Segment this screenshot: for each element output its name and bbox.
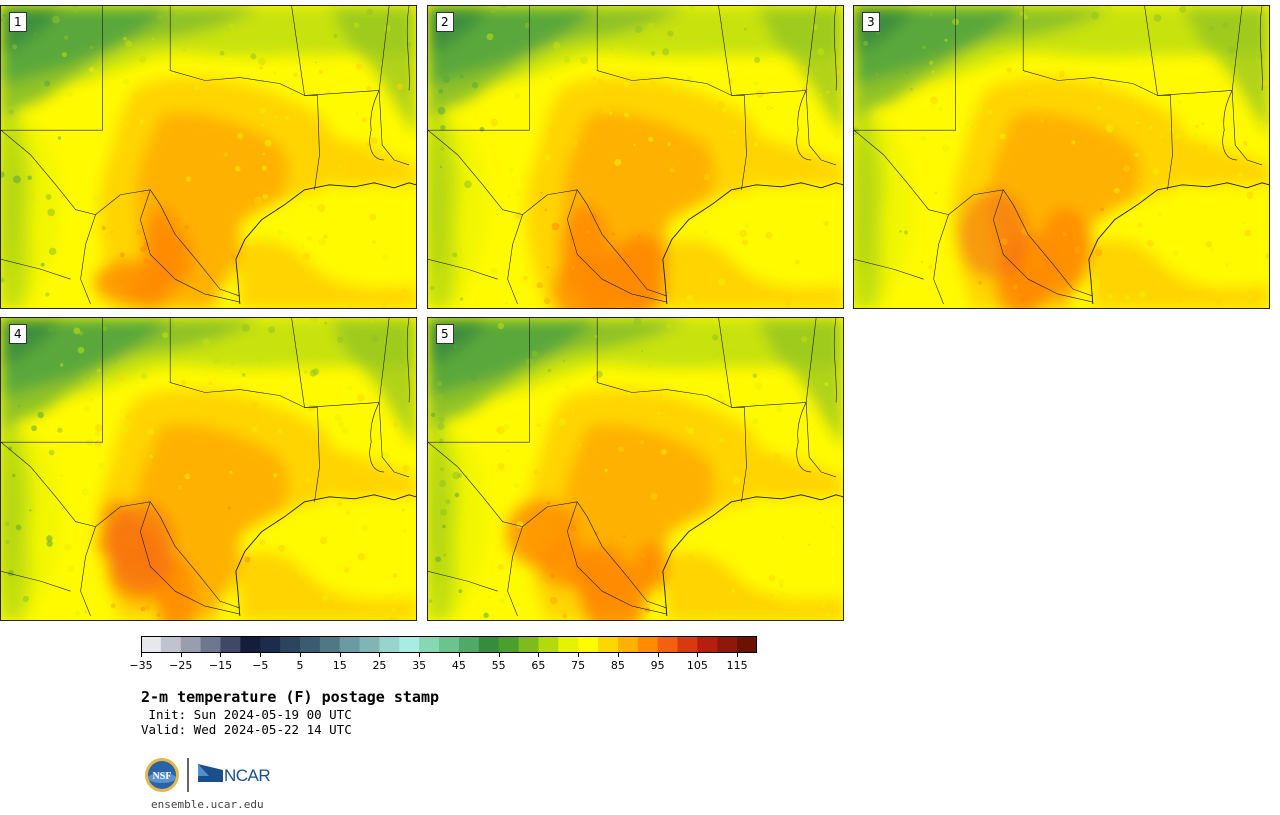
ensemble-member-panel-5: 5 xyxy=(427,317,844,621)
temperature-map-3 xyxy=(854,6,1269,308)
temperature-map-2 xyxy=(428,6,843,308)
member-number-label: 5 xyxy=(436,324,454,344)
state-borders xyxy=(1,318,416,617)
colorbar-bin xyxy=(518,636,540,653)
state-borders xyxy=(854,6,1269,305)
init-time: Init: Sun 2024-05-19 00 UTC xyxy=(141,707,352,722)
colorbar-tick-label: 65 xyxy=(531,659,546,672)
colorbar-tick-label: 5 xyxy=(296,659,304,672)
colorbar-tick-mark xyxy=(458,652,460,657)
colorbar-tick-label: 105 xyxy=(686,659,708,672)
temperature-colorbar xyxy=(141,636,757,653)
colorbar-bin xyxy=(598,636,619,653)
colorbar-bin xyxy=(141,636,162,653)
valid-time: Valid: Wed 2024-05-22 14 UTC xyxy=(141,722,352,737)
colorbar-tick-label: −35 xyxy=(129,659,153,672)
colorbar-tick-mark xyxy=(498,652,500,657)
colorbar-bin xyxy=(578,636,599,653)
member-number-label: 4 xyxy=(9,324,27,344)
colorbar-tick-mark xyxy=(180,652,182,657)
colorbar-bin xyxy=(657,636,679,653)
colorbar-tick-label: 55 xyxy=(491,659,506,672)
colorbar-bin xyxy=(180,636,202,653)
state-borders xyxy=(428,6,843,305)
colorbar-tick-mark xyxy=(379,652,381,657)
colorbar-tick-label: 25 xyxy=(372,659,387,672)
colorbar-bin xyxy=(160,636,182,653)
colorbar-bin xyxy=(339,636,361,653)
colorbar-tick-mark xyxy=(538,652,540,657)
colorbar-tick-label: 75 xyxy=(571,659,586,672)
colorbar-bin xyxy=(717,636,738,653)
colorbar-bin xyxy=(220,636,241,653)
colorbar-tick-label: 85 xyxy=(610,659,625,672)
colorbar-bin xyxy=(498,636,520,653)
colorbar-bin xyxy=(399,636,420,653)
colorbar-bin xyxy=(319,636,341,653)
member-number-label: 3 xyxy=(862,12,880,32)
colorbar-bin xyxy=(677,636,698,653)
state-borders xyxy=(1,6,416,305)
member-number-label: 1 xyxy=(9,12,27,32)
colorbar-bin xyxy=(299,636,321,653)
colorbar-tick-label: −5 xyxy=(252,659,269,672)
ensemble-member-panel-3: 3 xyxy=(853,5,1270,309)
colorbar-bin xyxy=(637,636,659,653)
colorbar-bin xyxy=(200,636,222,653)
colorbar-frame xyxy=(141,636,757,653)
colorbar-tick-mark xyxy=(578,652,580,657)
colorbar-tick-mark xyxy=(220,652,222,657)
ncar-logo-text: NCAR xyxy=(224,766,271,785)
ensemble-member-panel-1: 1 xyxy=(0,5,417,309)
colorbar-bin xyxy=(419,636,440,653)
temperature-map-5 xyxy=(428,318,843,620)
colorbar-bin xyxy=(458,636,480,653)
chart-title: 2-m temperature (F) postage stamp xyxy=(141,688,440,706)
colorbar-tick-mark xyxy=(141,652,142,657)
ensemble-member-panel-2: 2 xyxy=(427,5,844,309)
colorbar-tick-mark xyxy=(299,652,301,657)
colorbar-bin xyxy=(558,636,579,653)
colorbar-tick-labels: −35 −25 −15 −5 5 15 25 35 45 55 65 75 85 95 105 115 xyxy=(121,652,781,672)
nsf-logo-text: NSF xyxy=(153,771,172,782)
ensemble-member-panel-4: 4 xyxy=(0,317,417,621)
member-number-label: 2 xyxy=(436,12,454,32)
colorbar-tick-label: −25 xyxy=(169,659,193,672)
colorbar-tick-mark xyxy=(419,652,421,657)
colorbar-bin xyxy=(439,636,460,653)
colorbar-bin xyxy=(379,636,400,653)
colorbar-bin xyxy=(478,636,500,653)
colorbar-bin xyxy=(359,636,381,653)
colorbar-bin xyxy=(240,636,261,653)
colorbar-tick-mark xyxy=(657,652,659,657)
state-borders xyxy=(428,318,843,617)
colorbar-tick-mark xyxy=(260,652,262,657)
colorbar-bin xyxy=(260,636,281,653)
footer-url: ensemble.ucar.edu xyxy=(151,798,264,811)
colorbar-tick-mark xyxy=(737,652,739,657)
colorbar-tick-label: 115 xyxy=(726,659,748,672)
colorbar-bin xyxy=(280,636,301,653)
temperature-map-4 xyxy=(1,318,416,620)
colorbar-tick-label: 35 xyxy=(412,659,427,672)
colorbar-bin xyxy=(737,636,757,653)
colorbar-tick-label: 95 xyxy=(650,659,665,672)
colorbar-bin xyxy=(617,636,639,653)
colorbar-bin xyxy=(538,636,559,653)
colorbar-tick-mark xyxy=(697,652,699,657)
logos: NSF NCAR xyxy=(143,756,283,794)
temperature-map-1 xyxy=(1,6,416,308)
colorbar-tick-label: 15 xyxy=(332,659,347,672)
colorbar-tick-mark xyxy=(617,652,619,657)
colorbar-bin xyxy=(697,636,718,653)
colorbar-tick-mark xyxy=(339,652,341,657)
nsf-logo-icon: NSF xyxy=(145,758,223,792)
colorbar-tick-label: 45 xyxy=(451,659,466,672)
colorbar-tick-label: −15 xyxy=(208,659,233,672)
